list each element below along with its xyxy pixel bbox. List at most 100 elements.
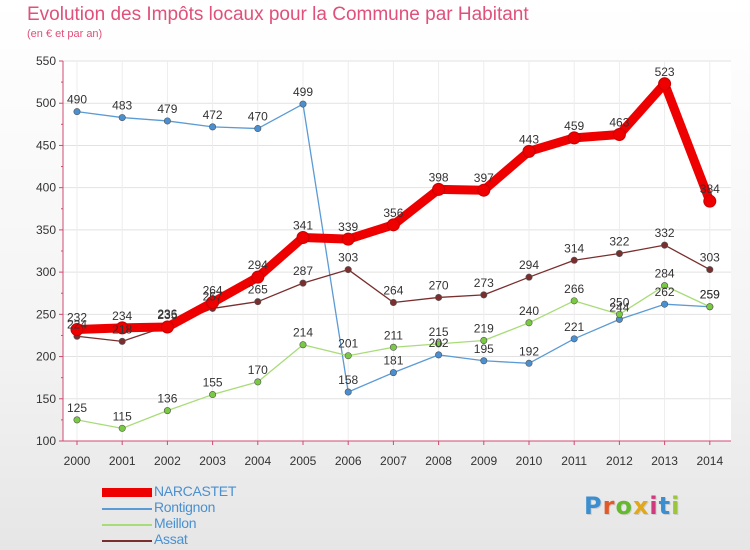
data-label-assat: 264 (383, 284, 403, 298)
legend-label-assat: Assat (154, 531, 188, 547)
y-tick-label: 250 (36, 307, 56, 321)
data-label-narcastet: 459 (564, 119, 584, 133)
x-tick-label: 2004 (244, 454, 271, 468)
data-point-narcastet (251, 270, 265, 284)
data-point-rontignon (389, 369, 397, 377)
data-label-meillon: 250 (609, 295, 629, 309)
data-point-meillon (344, 352, 352, 360)
data-label-meillon: 240 (519, 304, 539, 318)
logo-letter: i (649, 492, 659, 520)
data-point-assat (480, 291, 488, 299)
data-label-narcastet: 341 (293, 218, 313, 232)
data-point-meillon (435, 340, 443, 348)
data-point-narcastet (115, 321, 129, 335)
data-label-rontignon: 195 (474, 342, 494, 356)
data-point-assat (389, 299, 397, 307)
data-point-assat (118, 337, 126, 345)
data-point-assat (706, 266, 714, 274)
x-tick-label: 2009 (470, 454, 497, 468)
legend-label-rontignon: Rontignon (154, 499, 216, 515)
data-point-meillon (570, 297, 578, 305)
data-label-meillon: 215 (429, 325, 449, 339)
data-point-rontignon (163, 117, 171, 125)
data-point-assat (254, 298, 262, 306)
data-point-rontignon (73, 108, 81, 116)
data-label-narcastet: 398 (429, 170, 449, 184)
data-point-narcastet (296, 230, 310, 244)
data-label-assat: 273 (474, 276, 494, 290)
x-tick-label: 2014 (696, 454, 723, 468)
x-tick-label: 2008 (425, 454, 452, 468)
data-point-assat (525, 273, 533, 281)
logo-letter: t (658, 492, 672, 520)
data-label-narcastet: 463 (609, 115, 629, 129)
data-point-meillon (73, 416, 81, 424)
data-label-narcastet: 523 (655, 65, 675, 79)
data-label-meillon: 219 (474, 322, 494, 336)
y-tick-label: 500 (36, 96, 56, 110)
series-group (70, 77, 717, 432)
y-tick-label: 100 (36, 434, 56, 448)
x-tick-label: 2000 (64, 454, 91, 468)
data-point-rontignon (209, 123, 217, 131)
data-label-rontignon: 158 (338, 373, 358, 387)
x-tick-label: 2002 (154, 454, 181, 468)
logo-letter: i (671, 492, 681, 520)
legend-swatch-assat (102, 540, 152, 542)
y-tick-label: 200 (36, 350, 56, 364)
data-label-meillon: 155 (203, 376, 223, 390)
data-label-assat: 314 (564, 241, 584, 255)
data-label-narcastet: 294 (248, 258, 268, 272)
proxiti-logo: Proxiti (584, 492, 680, 520)
y-tick-label: 400 (36, 181, 56, 195)
x-tick-label: 2005 (290, 454, 317, 468)
data-label-assat: 294 (519, 258, 539, 272)
logo-letter: P (584, 492, 603, 520)
data-point-narcastet (70, 323, 84, 337)
data-label-rontignon: 192 (519, 344, 539, 358)
data-label-rontignon: 490 (67, 93, 87, 107)
data-label-assat: 303 (338, 251, 358, 265)
data-point-narcastet (432, 182, 446, 196)
data-label-meillon: 125 (67, 401, 87, 415)
data-label-assat: 224 (67, 317, 87, 331)
data-point-meillon (299, 341, 307, 349)
data-label-rontignon: 479 (157, 102, 177, 116)
data-point-meillon (389, 343, 397, 351)
data-label-rontignon: 499 (293, 85, 313, 99)
data-label-narcastet: 443 (519, 132, 539, 146)
data-point-meillon (661, 282, 669, 290)
x-tick-label: 2013 (651, 454, 678, 468)
data-label-meillon: 259 (700, 288, 720, 302)
x-tick-label: 2007 (380, 454, 407, 468)
legend-swatch-narcastet (102, 488, 152, 497)
data-point-narcastet (160, 320, 174, 334)
data-label-rontignon: 244 (609, 300, 629, 314)
data-label-meillon: 170 (248, 363, 268, 377)
data-point-meillon (209, 391, 217, 399)
data-label-assat: 322 (609, 235, 629, 249)
data-point-narcastet (341, 232, 355, 246)
data-label-narcastet: 356 (383, 206, 403, 220)
data-label-meillon: 115 (113, 409, 132, 423)
data-point-meillon (706, 303, 714, 311)
data-point-meillon (254, 378, 262, 386)
data-label-meillon: 201 (338, 337, 358, 351)
data-point-narcastet (522, 144, 536, 158)
data-label-rontignon: 259 (700, 288, 720, 302)
axes: 100 150 200 250 300 350 400 450 500 550 2000 2001 20… (36, 54, 731, 468)
data-label-narcastet: 397 (474, 171, 494, 185)
data-label-rontignon: 202 (429, 336, 449, 350)
data-label-assat: 265 (248, 283, 268, 297)
data-label-meillon: 266 (564, 282, 584, 296)
data-point-narcastet (612, 127, 626, 141)
data-point-rontignon (254, 125, 262, 133)
y-tick-label: 150 (36, 392, 56, 406)
data-point-meillon (525, 319, 533, 327)
x-tick-label: 2003 (199, 454, 226, 468)
data-point-rontignon (525, 359, 533, 367)
chart-title: Evolution des Impôts locaux pour la Comm… (27, 4, 529, 25)
logo-letter: x (632, 492, 650, 520)
y-tick-label: 350 (36, 223, 56, 237)
data-point-meillon (480, 337, 488, 345)
